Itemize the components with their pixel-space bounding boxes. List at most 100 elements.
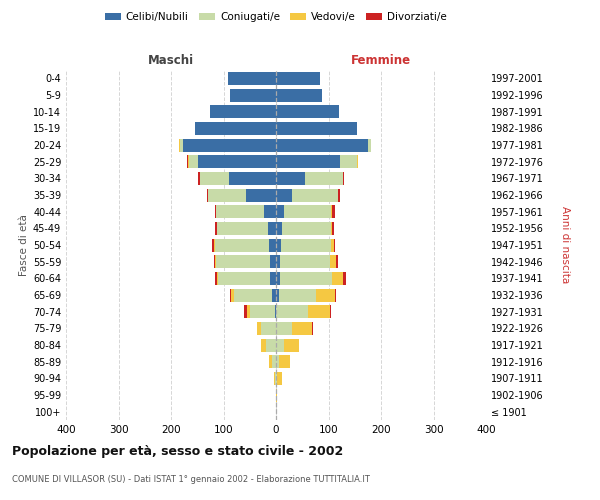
Bar — [189, 155, 198, 168]
Bar — [247, 305, 250, 318]
Bar — [276, 138, 368, 151]
Bar — [280, 272, 332, 285]
Bar — [198, 172, 200, 185]
Bar — [245, 188, 276, 202]
Bar — [265, 205, 276, 218]
Bar — [312, 322, 313, 335]
Bar — [250, 305, 275, 318]
Bar — [228, 72, 276, 85]
Bar — [276, 288, 278, 302]
Bar — [332, 205, 335, 218]
Bar — [217, 272, 218, 285]
Bar — [330, 255, 337, 268]
Bar — [262, 338, 265, 351]
Bar — [283, 222, 331, 235]
Bar — [276, 372, 277, 385]
Bar — [338, 188, 340, 202]
Bar — [276, 338, 284, 351]
Bar — [272, 288, 276, 302]
Bar — [230, 88, 276, 102]
Bar — [200, 172, 229, 185]
Bar — [276, 172, 305, 185]
Bar — [257, 322, 262, 335]
Bar — [277, 372, 283, 385]
Text: Femmine: Femmine — [351, 54, 411, 66]
Bar — [368, 138, 371, 151]
Bar — [343, 272, 346, 285]
Bar — [244, 305, 247, 318]
Bar — [211, 105, 276, 118]
Bar — [230, 288, 231, 302]
Legend: Celibi/Nubili, Coniugati/e, Vedovi/e, Divorziati/e: Celibi/Nubili, Coniugati/e, Vedovi/e, Di… — [101, 8, 451, 26]
Bar — [216, 205, 265, 218]
Bar — [180, 138, 182, 151]
Bar — [206, 188, 208, 202]
Bar — [262, 322, 276, 335]
Bar — [212, 238, 214, 252]
Bar — [215, 238, 269, 252]
Bar — [276, 122, 358, 135]
Bar — [332, 222, 334, 235]
Bar — [270, 272, 276, 285]
Bar — [278, 288, 316, 302]
Bar — [343, 172, 344, 185]
Bar — [216, 255, 270, 268]
Bar — [276, 188, 292, 202]
Bar — [292, 188, 338, 202]
Bar — [229, 172, 276, 185]
Bar — [308, 305, 329, 318]
Bar — [334, 238, 335, 252]
Bar — [276, 238, 281, 252]
Bar — [281, 238, 331, 252]
Bar — [331, 222, 332, 235]
Bar — [269, 238, 276, 252]
Y-axis label: Fasce di età: Fasce di età — [19, 214, 29, 276]
Bar — [276, 322, 292, 335]
Bar — [280, 255, 330, 268]
Bar — [316, 288, 335, 302]
Bar — [357, 155, 358, 168]
Bar — [340, 155, 357, 168]
Text: Maschi: Maschi — [148, 54, 194, 66]
Bar — [214, 238, 215, 252]
Bar — [265, 338, 276, 351]
Bar — [335, 288, 336, 302]
Bar — [217, 222, 268, 235]
Text: COMUNE DI VILLASOR (SU) - Dati ISTAT 1° gennaio 2002 - Elaborazione TUTTITALIA.I: COMUNE DI VILLASOR (SU) - Dati ISTAT 1° … — [12, 475, 370, 484]
Bar — [272, 355, 276, 368]
Bar — [270, 255, 276, 268]
Bar — [215, 255, 216, 268]
Bar — [276, 305, 308, 318]
Bar — [276, 255, 280, 268]
Bar — [269, 355, 272, 368]
Bar — [278, 355, 290, 368]
Bar — [305, 172, 343, 185]
Bar — [234, 288, 272, 302]
Bar — [194, 122, 276, 135]
Bar — [208, 188, 245, 202]
Bar — [187, 155, 188, 168]
Bar — [231, 288, 234, 302]
Bar — [276, 355, 278, 368]
Bar — [215, 272, 217, 285]
Bar — [284, 338, 299, 351]
Bar — [215, 222, 217, 235]
Bar — [331, 238, 334, 252]
Y-axis label: Anni di nascita: Anni di nascita — [560, 206, 571, 284]
Bar — [284, 205, 331, 218]
Bar — [182, 138, 276, 151]
Bar — [198, 155, 276, 168]
Bar — [292, 322, 312, 335]
Bar — [276, 88, 322, 102]
Bar — [331, 205, 332, 218]
Bar — [275, 372, 276, 385]
Bar — [332, 272, 343, 285]
Bar — [218, 272, 270, 285]
Bar — [276, 105, 339, 118]
Bar — [276, 72, 320, 85]
Bar — [188, 155, 189, 168]
Bar — [276, 155, 340, 168]
Bar — [276, 222, 283, 235]
Bar — [268, 222, 276, 235]
Bar — [329, 305, 331, 318]
